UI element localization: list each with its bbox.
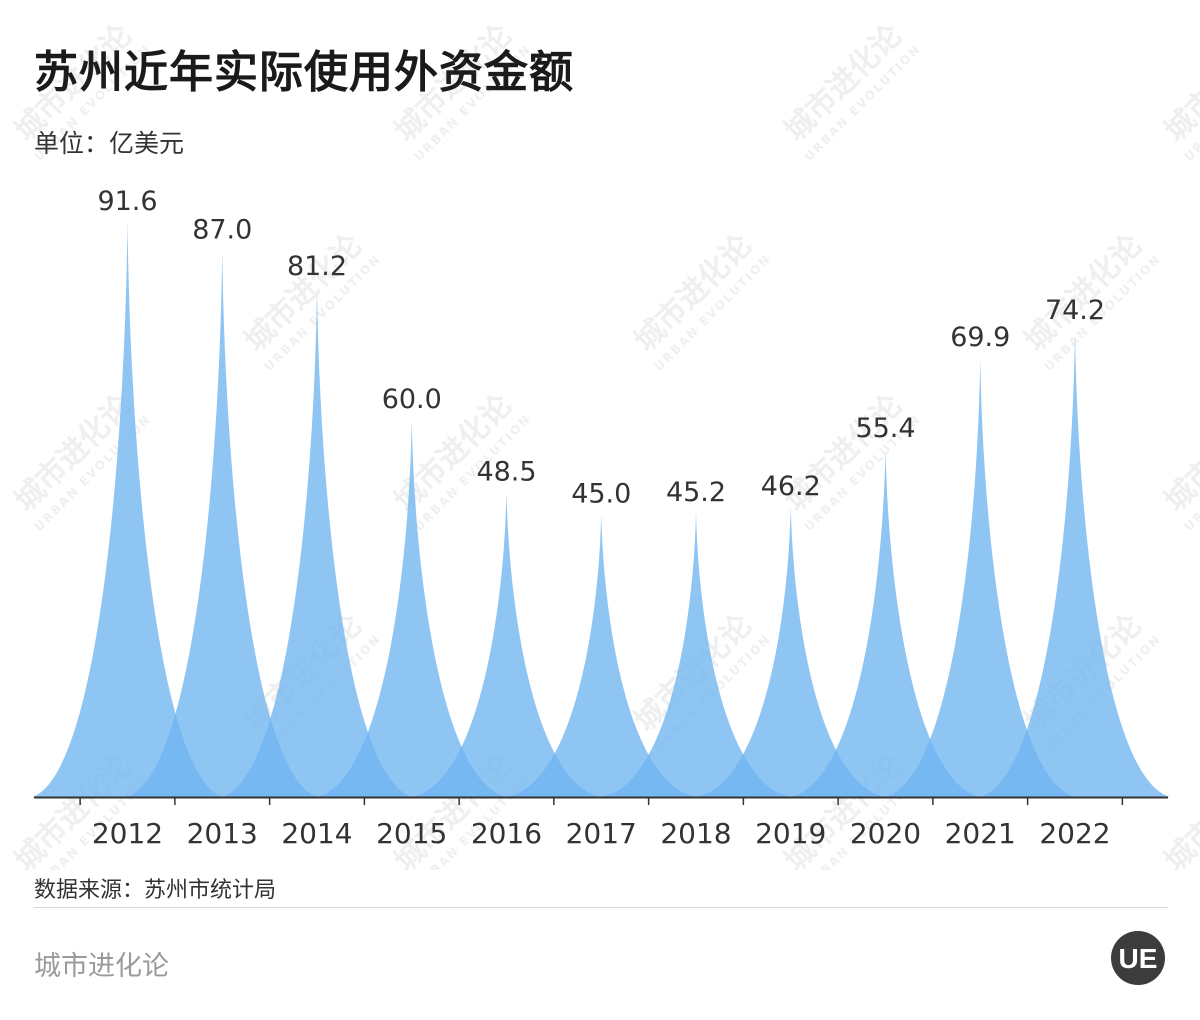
value-label-2022: 74.2 [1045,295,1105,326]
peak-2019 [695,506,886,797]
value-label-2014: 81.2 [287,251,347,282]
peak-2020 [790,449,981,797]
x-tick-label-2012: 2012 [92,817,163,850]
x-tick-label-2015: 2015 [376,817,447,850]
value-labels-layer: 91.6 87.0 81.2 60.0 48.5 45.0 45.2 46.2 55.4 69.9… [97,186,1105,510]
value-label-2017: 45.0 [571,478,631,509]
peak-2022 [980,331,1170,797]
value-label-2013: 87.0 [192,215,252,246]
peak-2021 [885,358,1076,797]
data-source-note: 数据来源：苏州市统计局 [34,878,277,903]
svg-text:城市进化论: 城市进化论 [1158,387,1200,519]
x-tick-label-2017: 2017 [566,817,637,850]
peak-2012 [32,221,223,797]
unit-label: 单位：亿美元 [34,129,185,158]
peak-2013 [127,250,318,797]
x-tick-label-2013: 2013 [187,817,258,850]
peaks-layer [32,221,1170,797]
x-tick-label-2016: 2016 [471,817,542,850]
footer-divider [34,907,1168,908]
x-tick-label-2018: 2018 [660,817,731,850]
svg-text:城市进化论: 城市进化论 [1158,17,1200,149]
x-tick-label-2019: 2019 [755,817,826,850]
value-label-2021: 69.9 [950,322,1010,353]
peak-2016 [411,492,602,797]
value-label-2015: 60.0 [382,384,442,415]
x-tick-label-2020: 2020 [850,817,921,850]
value-label-2018: 45.2 [666,477,726,508]
x-tick-label-2022: 2022 [1039,817,1110,850]
value-label-2019: 46.2 [761,471,821,502]
svg-text:城市进化论: 城市进化论 [1158,747,1200,870]
x-tick-label-2021: 2021 [945,817,1016,850]
x-tick-label-2014: 2014 [281,817,352,850]
page-title: 苏州近年实际使用外资金额 [34,47,574,98]
brand-name: 城市进化论 [34,951,169,982]
peak-2015 [316,420,507,797]
peak-2014 [222,287,412,797]
x-axis: 2012 2013 2014 2015 2016 2017 2018 2019 2020 2021… [34,796,1168,850]
value-label-2020: 55.4 [855,413,915,444]
brand-logo-icon: UE [1111,931,1165,985]
value-label-2012: 91.6 [97,186,157,217]
peak-2017 [506,514,697,797]
value-label-2016: 48.5 [476,456,536,487]
logo-text: UE [1119,943,1158,974]
peak-2018 [601,513,791,797]
